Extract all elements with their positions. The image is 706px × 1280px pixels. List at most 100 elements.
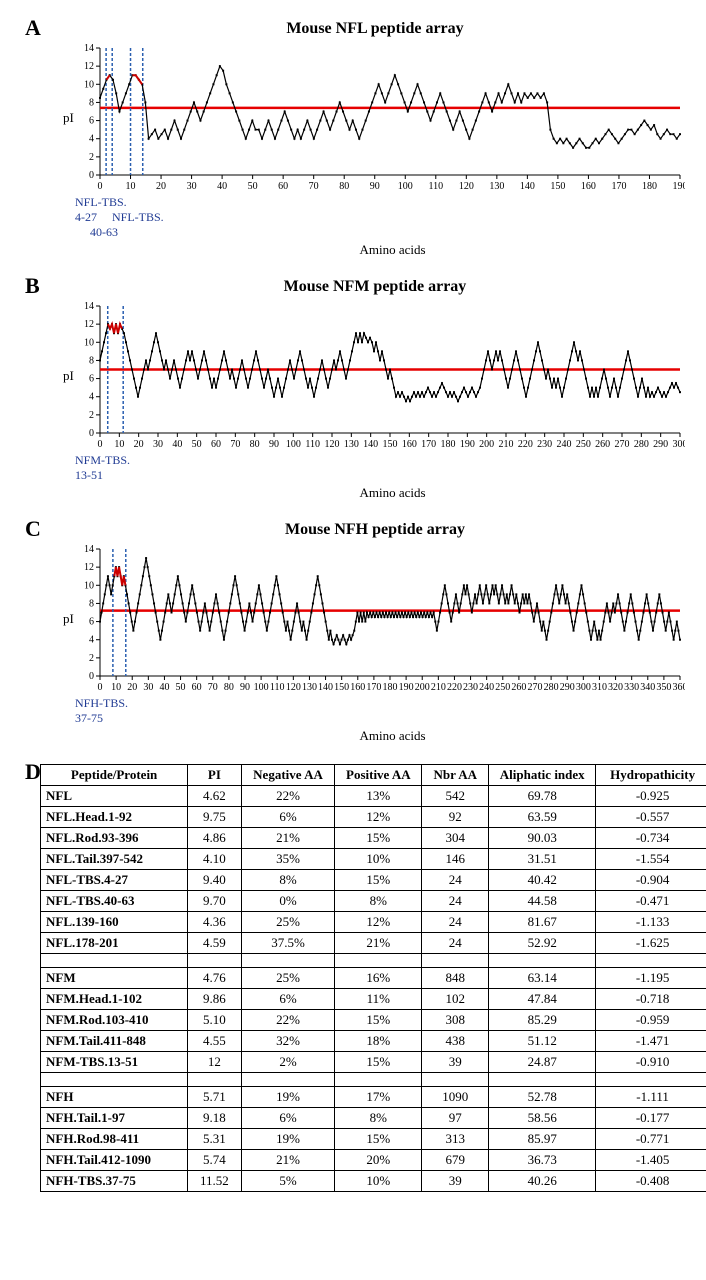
table-header-cell: PI	[188, 765, 242, 786]
svg-text:190: 190	[673, 181, 686, 192]
svg-text:120: 120	[286, 682, 301, 693]
table-cell: 10%	[335, 1171, 422, 1192]
table-cell: 40.42	[489, 870, 596, 891]
table-cell: 15%	[335, 828, 422, 849]
table-cell: 9.86	[188, 989, 242, 1010]
svg-text:150: 150	[550, 181, 565, 192]
table-cell: 6%	[241, 989, 335, 1010]
table-cell: NFH.Rod.98-411	[41, 1129, 188, 1150]
table-cell: 25%	[241, 912, 335, 933]
svg-text:220: 220	[447, 682, 462, 693]
table-cell: 542	[422, 786, 489, 807]
table-empty-cell	[241, 954, 335, 968]
svg-text:330: 330	[624, 682, 639, 693]
svg-text:110: 110	[305, 439, 320, 450]
svg-text:50: 50	[176, 682, 186, 693]
svg-text:6: 6	[89, 374, 94, 385]
svg-text:10: 10	[84, 580, 94, 591]
svg-text:110: 110	[428, 181, 443, 192]
table-cell: -0.904	[596, 870, 706, 891]
panel-C: C Mouse NFH peptide array pI 02468101214…	[20, 521, 686, 744]
table-row: NFL.Tail.397-5424.1035%10%14631.51-1.554	[41, 849, 706, 870]
svg-text:30: 30	[153, 439, 163, 450]
chart-annotations: NFH-TBS. 37-75	[75, 696, 706, 726]
svg-text:150: 150	[383, 439, 398, 450]
svg-text:120: 120	[325, 439, 340, 450]
svg-text:60: 60	[211, 439, 221, 450]
svg-text:270: 270	[528, 682, 543, 693]
table-row: NFM4.7625%16%84863.14-1.195	[41, 968, 706, 989]
table-cell: -1.471	[596, 1031, 706, 1052]
svg-text:300: 300	[673, 439, 686, 450]
svg-text:340: 340	[640, 682, 655, 693]
svg-text:0: 0	[98, 181, 103, 192]
svg-text:80: 80	[250, 439, 260, 450]
svg-text:100: 100	[254, 682, 269, 693]
svg-text:14: 14	[84, 301, 94, 312]
svg-text:14: 14	[84, 43, 94, 54]
table-cell: 24.87	[489, 1052, 596, 1073]
svg-text:140: 140	[520, 181, 535, 192]
table-row: NFL.178-2014.5937.5%21%2452.92-1.625	[41, 933, 706, 954]
table-cell: 4.36	[188, 912, 242, 933]
svg-text:310: 310	[592, 682, 607, 693]
svg-text:10: 10	[84, 79, 94, 90]
table-cell: 21%	[241, 1150, 335, 1171]
table-header-row: Peptide/ProteinPINegative AAPositive AAN…	[41, 765, 706, 786]
table-cell: 63.59	[489, 807, 596, 828]
svg-text:0: 0	[89, 170, 94, 181]
table-row: NFL-TBS.4-279.408%15%2440.42-0.904	[41, 870, 706, 891]
table-cell: 9.70	[188, 891, 242, 912]
table-cell: 16%	[335, 968, 422, 989]
svg-text:80: 80	[224, 682, 234, 693]
chart-area: pI 0246810121401020304050607080901001101…	[75, 544, 706, 694]
table-cell: 24	[422, 933, 489, 954]
svg-text:250: 250	[576, 439, 591, 450]
table-cell: 15%	[335, 1129, 422, 1150]
svg-text:100: 100	[286, 439, 301, 450]
table-cell: 39	[422, 1052, 489, 1073]
svg-text:70: 70	[230, 439, 240, 450]
svg-text:190: 190	[399, 682, 414, 693]
svg-text:20: 20	[127, 682, 137, 693]
svg-text:130: 130	[344, 439, 359, 450]
table-header-cell: Aliphatic index	[489, 765, 596, 786]
table-cell: 81.67	[489, 912, 596, 933]
table-row: NFL.Rod.93-3964.8621%15%30490.03-0.734	[41, 828, 706, 849]
svg-text:4: 4	[89, 635, 94, 646]
x-axis-label: Amino acids	[75, 242, 706, 258]
svg-text:160: 160	[581, 181, 596, 192]
chart-annotations: NFL-TBS. 4-27 NFL-TBS. 40-63	[75, 195, 706, 240]
svg-text:260: 260	[595, 439, 610, 450]
svg-text:8: 8	[89, 598, 94, 609]
svg-text:12: 12	[84, 562, 94, 573]
table-empty-cell	[489, 1073, 596, 1087]
table-cell: -1.133	[596, 912, 706, 933]
table-cell: NFL.139-160	[41, 912, 188, 933]
table-cell: 4.55	[188, 1031, 242, 1052]
table-cell: 9.18	[188, 1108, 242, 1129]
table-cell: 44.58	[489, 891, 596, 912]
svg-text:0: 0	[98, 439, 103, 450]
table-cell: 69.78	[489, 786, 596, 807]
table-cell: 5.10	[188, 1010, 242, 1031]
table-cell: 17%	[335, 1087, 422, 1108]
table-cell: 313	[422, 1129, 489, 1150]
table-cell: -0.557	[596, 807, 706, 828]
svg-text:280: 280	[544, 682, 559, 693]
table-cell: NFM-TBS.13-51	[41, 1052, 188, 1073]
chart-title: Mouse NFH peptide array	[40, 521, 706, 539]
table-cell: NFL.Head.1-92	[41, 807, 188, 828]
table-cell: 51.12	[489, 1031, 596, 1052]
table-cell: 848	[422, 968, 489, 989]
table-header-cell: Positive AA	[335, 765, 422, 786]
table-empty-cell	[188, 954, 242, 968]
table-row: NFH-TBS.37-7511.525%10%3940.26-0.408	[41, 1171, 706, 1192]
table-cell: 679	[422, 1150, 489, 1171]
table-cell: 97	[422, 1108, 489, 1129]
svg-text:30: 30	[187, 181, 197, 192]
table-cell: NFL-TBS.40-63	[41, 891, 188, 912]
table-empty-cell	[41, 954, 188, 968]
table-row: NFH.Tail.1-979.186%8%9758.56-0.177	[41, 1108, 706, 1129]
table-cell: 9.75	[188, 807, 242, 828]
